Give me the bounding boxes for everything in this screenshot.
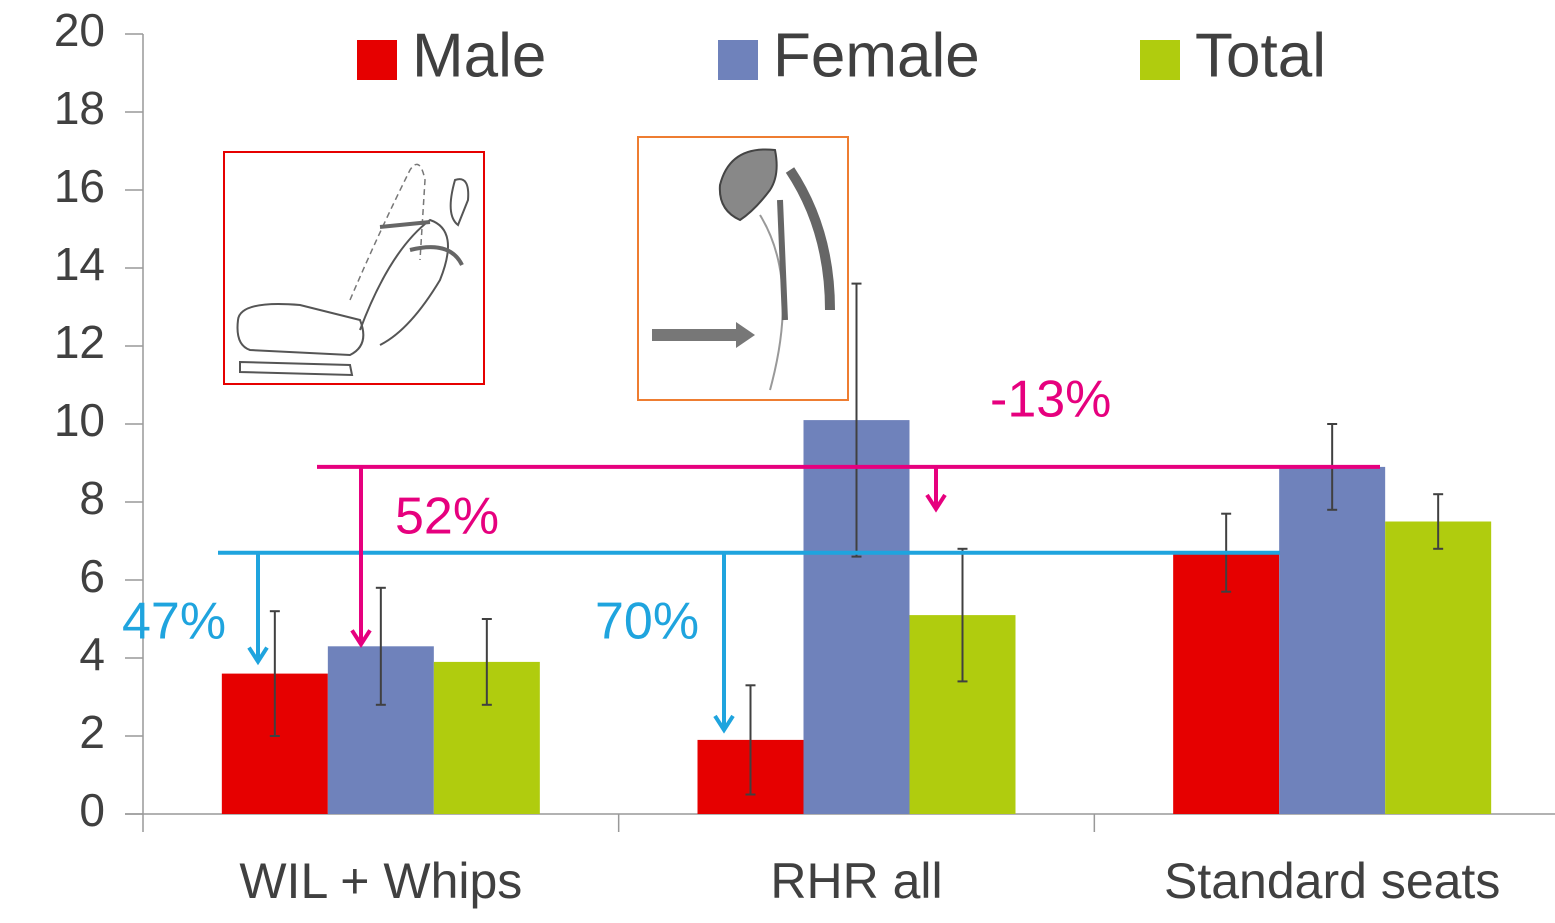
y-tick-label: 12 (54, 316, 105, 368)
annotation: 70% (595, 593, 699, 651)
y-tick-label: 6 (79, 550, 105, 602)
y-tick-label: 8 (79, 472, 105, 524)
y-tick-label: 16 (54, 160, 105, 212)
annotation: 47% (122, 593, 226, 651)
x-tick-label: Standard seats (1164, 853, 1500, 909)
legend-label: Female (773, 21, 980, 90)
bar (1279, 467, 1385, 814)
y-tick-label: 10 (54, 394, 105, 446)
headrest-illustration (638, 137, 848, 400)
y-tick-label: 0 (79, 784, 105, 836)
y-tick-label: 14 (54, 238, 105, 290)
legend-swatch (1140, 40, 1180, 80)
legend-swatch (357, 40, 397, 80)
y-tick-label: 4 (79, 628, 105, 680)
y-tick-label: 2 (79, 706, 105, 758)
annotation: 52% (395, 488, 499, 546)
legend-label: Total (1195, 21, 1326, 90)
bar (1385, 522, 1491, 815)
x-tick-label: RHR all (770, 853, 942, 909)
chart: 0 2 4 6 8 10 12 14 16 18 20 WIL + Whips RHR all Stand… (0, 0, 1555, 923)
legend-label: Male (412, 21, 546, 90)
y-tick-label: 20 (54, 4, 105, 56)
y-tick-label: 18 (54, 82, 105, 134)
seat-illustration (224, 152, 484, 384)
legend-swatch (718, 40, 758, 80)
annotation: -13% (990, 371, 1111, 429)
x-tick-label: WIL + Whips (239, 853, 522, 909)
